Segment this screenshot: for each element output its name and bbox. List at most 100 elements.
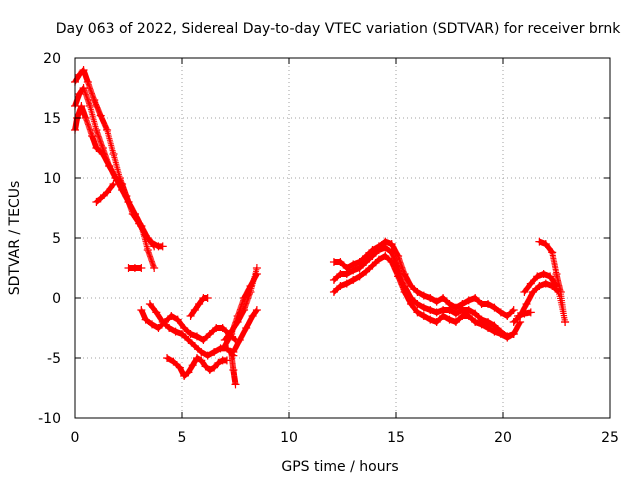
data-point [227,330,236,338]
chart-title: Day 063 of 2022, Sidereal Day-to-day VTE… [56,21,621,37]
series-fill [72,103,157,249]
data-point [368,252,377,260]
series-track-5 [124,264,146,272]
data-point [248,312,257,320]
data-point [92,144,101,152]
data-point [186,330,195,338]
grid-lines [75,58,610,418]
data-points [71,66,570,389]
data-point [406,300,415,308]
data-point [201,362,210,371]
data-point [90,96,99,104]
y-tick-label: 20 [43,51,61,67]
data-point [387,248,396,257]
data-point [509,318,518,326]
data-point [484,324,493,332]
series-track-19 [535,237,570,326]
data-point [88,132,97,140]
data-point [252,306,261,314]
data-point [92,126,101,134]
data-point [546,272,555,281]
data-point [342,279,351,288]
x-tick-label: 25 [601,430,619,446]
x-tick-label: 5 [178,430,187,446]
data-point [197,356,206,365]
data-point [445,315,454,324]
data-point [178,330,186,338]
data-point [205,366,214,374]
data-point [233,312,242,320]
data-point [552,270,561,278]
data-point [184,368,193,377]
x-tick-label: 10 [280,430,298,446]
data-point [154,324,163,332]
data-point [199,336,208,344]
data-point [496,308,505,317]
data-point [426,306,435,314]
data-point [552,282,561,290]
data-point [79,66,88,74]
data-point [188,361,197,370]
data-point [513,312,522,320]
data-point [400,288,409,296]
data-point [484,300,493,308]
series-track-20 [520,270,561,296]
data-point [203,351,212,360]
data-point [362,267,371,276]
data-point [541,240,550,248]
data-point [528,288,537,296]
data-point [252,270,261,278]
data-point [205,330,214,338]
data-point [242,324,251,332]
data-point [180,372,189,380]
data-point [329,288,338,296]
data-point [165,324,174,332]
data-point [75,90,84,98]
data-point [362,258,371,266]
data-point [137,264,146,272]
series-track-9 [163,354,231,380]
data-point [137,222,146,230]
data-point [451,318,460,326]
axis-ticks: 0 5 10 15 20 25 -10 -5 0 5 10 15 20 [38,51,619,446]
data-point [192,332,201,341]
series-track-12 [229,306,261,356]
data-point [203,294,212,302]
y-tick-label: -5 [47,351,61,367]
data-point [432,308,441,317]
data-point [175,363,184,372]
data-point [520,309,529,318]
data-point [145,300,154,308]
data-point [222,356,231,365]
data-point [541,279,550,288]
data-point [439,312,448,320]
data-point [355,272,364,281]
y-tick-label: 10 [43,171,61,187]
data-point [342,270,351,278]
data-point [180,324,189,332]
y-axis-label: SDTVAR / TECUs [7,181,23,296]
data-point [190,306,199,314]
data-point [561,318,570,326]
y-tick-label: 0 [52,291,61,307]
data-point [471,294,480,302]
data-point [520,288,529,296]
data-point [439,294,448,302]
data-point [387,258,396,266]
data-point [83,78,92,86]
data-point [533,272,542,281]
data-point [96,194,105,203]
data-point [79,84,88,92]
data-point [471,309,480,318]
x-tick-label: 0 [71,430,80,446]
data-point [240,294,249,302]
data-point [509,330,518,338]
data-point [169,357,178,366]
data-point [355,264,364,272]
data-point [163,354,172,362]
data-point [432,297,441,306]
data-point [229,348,238,356]
data-point [150,264,159,272]
data-point [186,312,195,320]
series-track-4 [92,180,118,206]
